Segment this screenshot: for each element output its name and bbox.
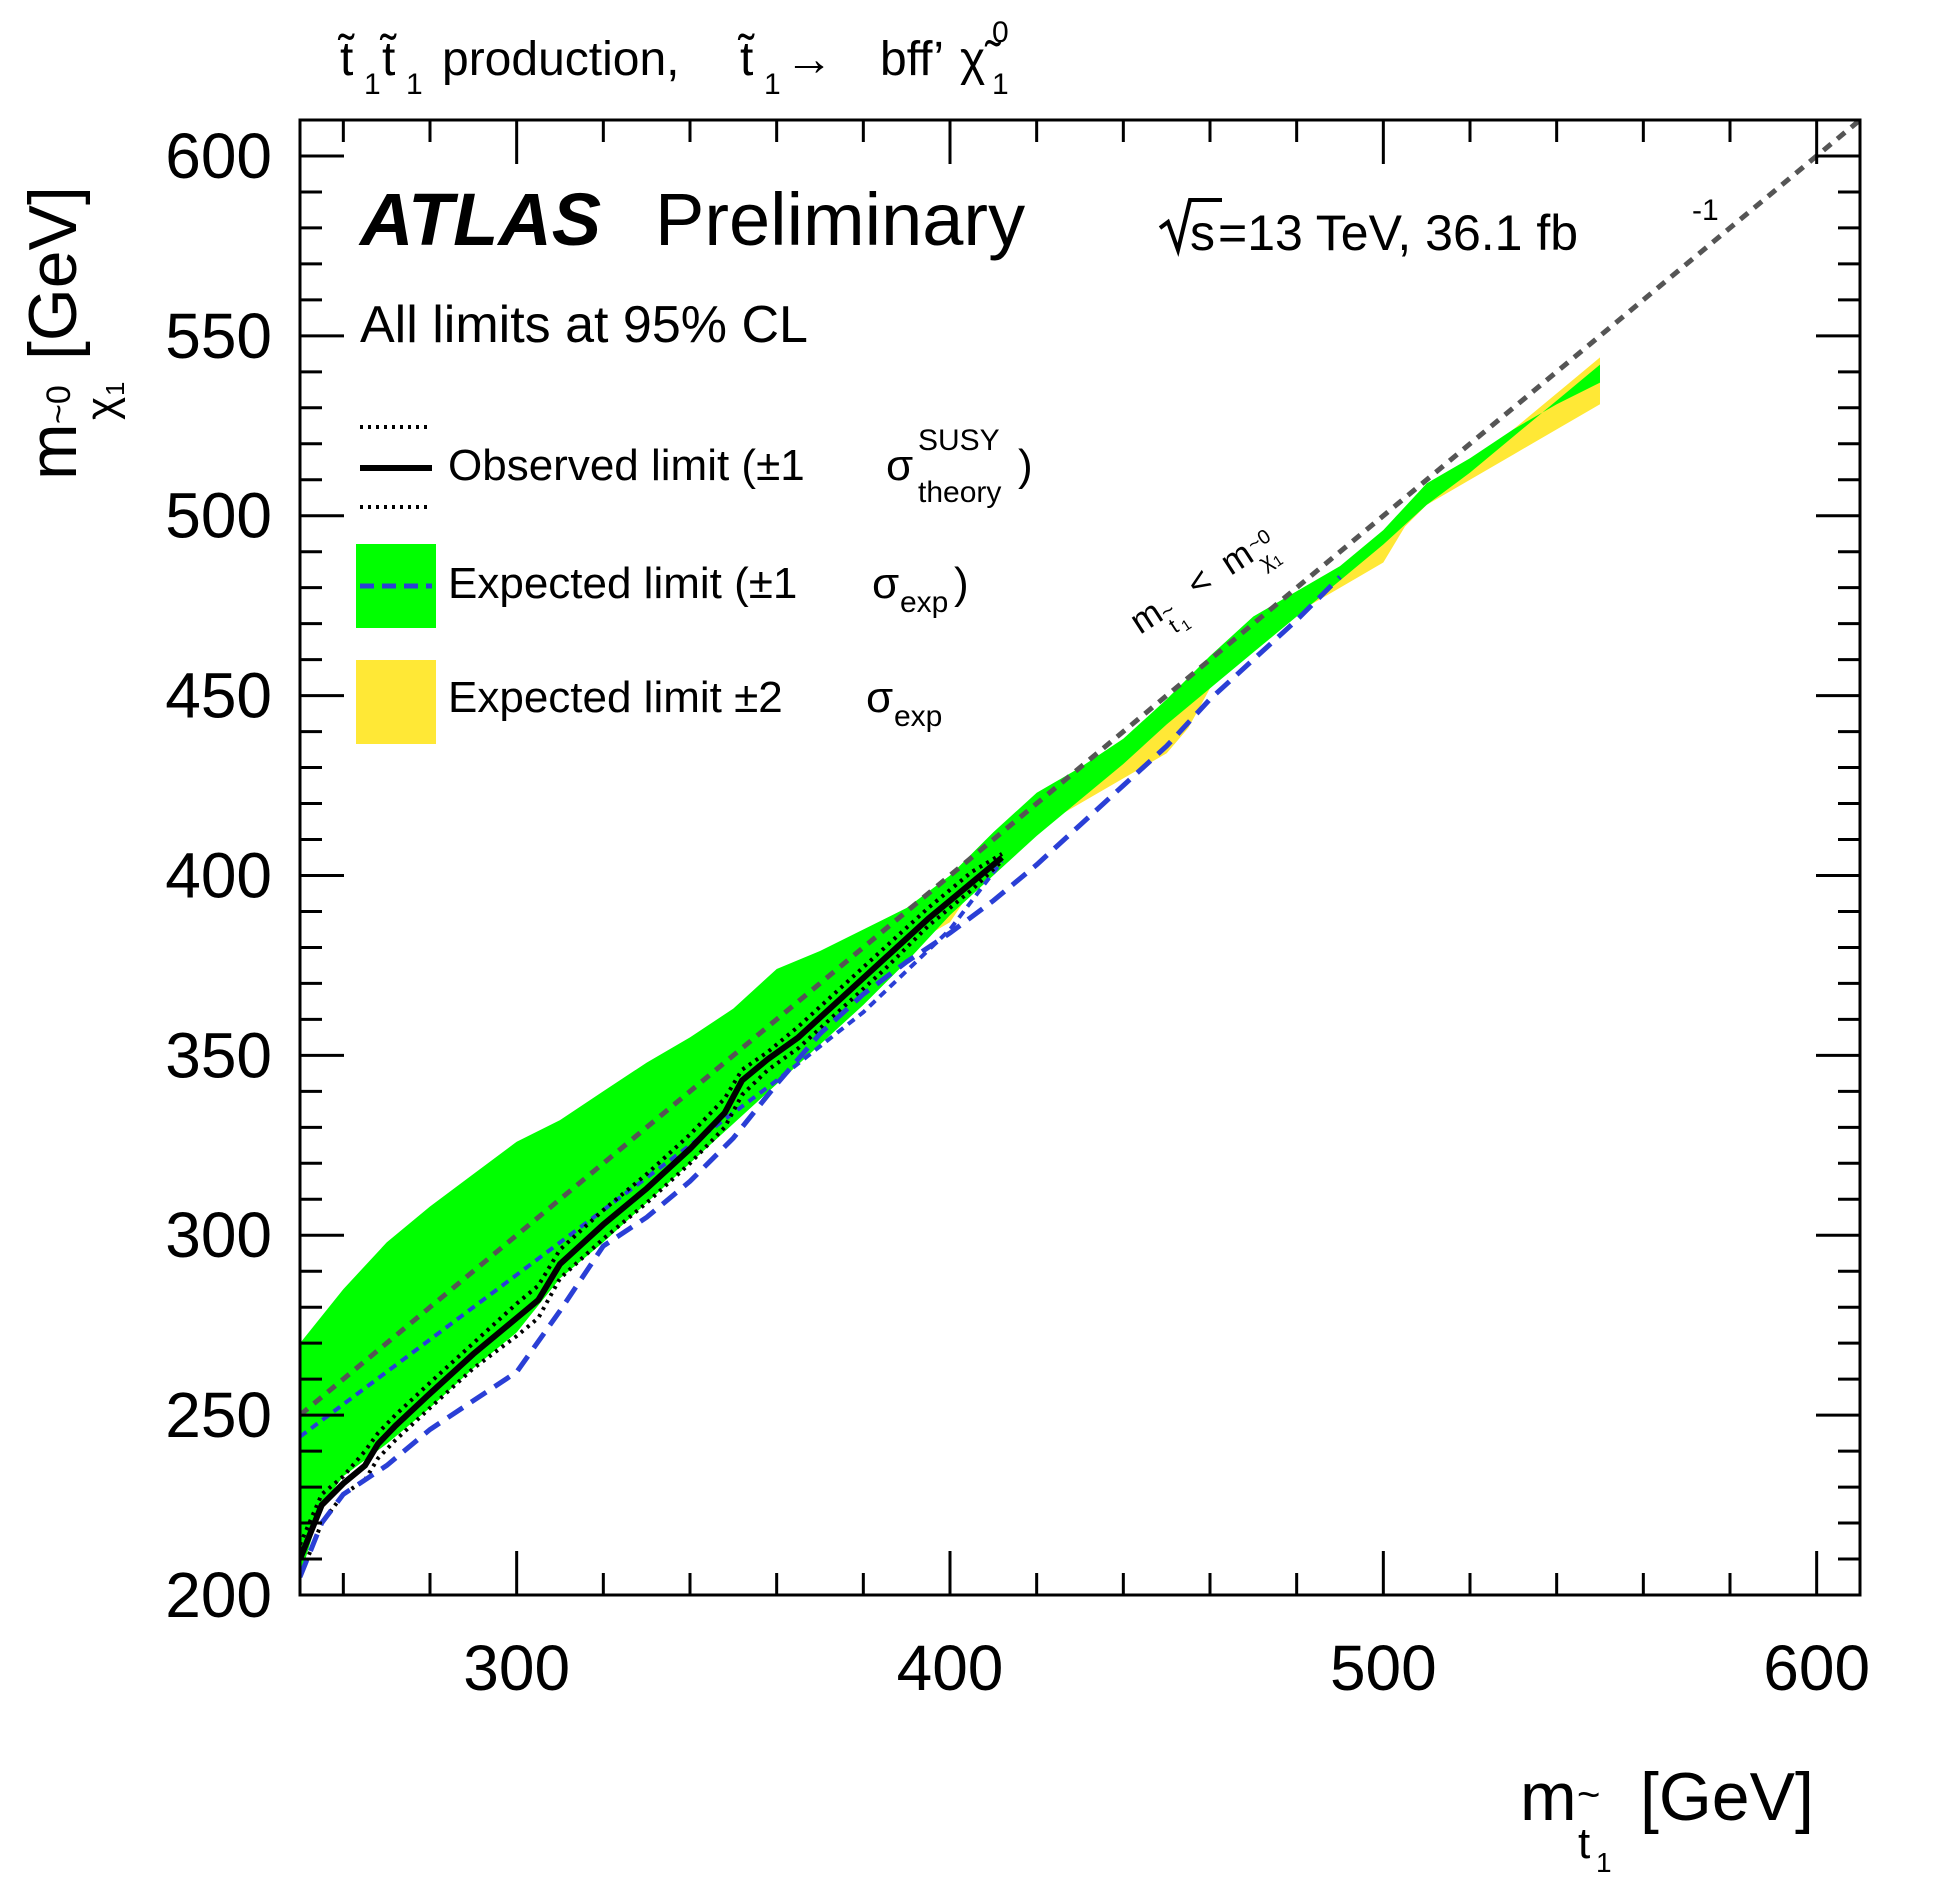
y-axis-title: m ~0 χ 1 [GeV]: [15, 186, 130, 480]
cl-label: All limits at 95% CL: [360, 296, 808, 354]
svg-text:m: m: [15, 423, 91, 480]
svg-text:-1: -1: [1692, 194, 1719, 227]
svg-text:=13 TeV, 36.1 fb: =13 TeV, 36.1 fb: [1218, 205, 1578, 261]
svg-text:t̃: t̃: [379, 33, 397, 86]
legend-observed-label: Observed limit (±1: [448, 441, 805, 490]
x-axis-unit: [GeV]: [1640, 1759, 1814, 1835]
svg-text:exp: exp: [894, 700, 942, 733]
y-tick-label: 550: [165, 300, 272, 372]
axis-ticks: [300, 120, 1860, 1595]
x-tick-label: 400: [897, 1632, 1004, 1704]
svg-text:σ: σ: [872, 559, 899, 608]
legend: Observed limit (±1 σ SUSY theory ) Expec…: [356, 424, 1033, 744]
x-axis-title: m ~ t 1 [GeV]: [1520, 1759, 1814, 1878]
y-tick-label: 200: [165, 1559, 272, 1631]
y-tick-labels: 200 250 300 350 400 450 500 550 600: [165, 120, 272, 1631]
x-tick-label: 500: [1330, 1632, 1437, 1704]
svg-text:SUSY: SUSY: [918, 424, 1000, 457]
expected-limit-line: [300, 575, 1342, 1578]
observed-limit-line: [300, 855, 1004, 1561]
energy-label: s =13 TeV, 36.1 fb -1: [1158, 194, 1719, 261]
svg-text:theory: theory: [918, 476, 1001, 509]
atlas-label: ATLAS: [358, 178, 601, 261]
x-tick-label: 600: [1763, 1632, 1870, 1704]
svg-text:~0: ~0: [40, 385, 78, 424]
observed-plus1sigma-line: [300, 852, 1004, 1546]
svg-text:1: 1: [406, 68, 423, 101]
y-tick-label: 400: [165, 839, 272, 911]
y-tick-label: 500: [165, 480, 272, 552]
y-tick-label: 600: [165, 120, 272, 192]
svg-text:exp: exp: [900, 586, 948, 619]
svg-text:1: 1: [1596, 1847, 1612, 1878]
chart-title: t̃ 1 t̃ 1 production, t̃ 1 → bff’ χ̃ 0 1: [337, 16, 1008, 101]
status-label: Preliminary: [655, 178, 1025, 261]
legend-expected: Expected limit (±1 σ exp ): [356, 544, 969, 628]
legend-expected-label: Expected limit (±1: [448, 559, 797, 608]
svg-text:σ: σ: [886, 441, 913, 490]
legend-observed: Observed limit (±1 σ SUSY theory ): [360, 424, 1033, 509]
title-process: production,: [442, 33, 680, 86]
svg-text:): ): [1018, 441, 1033, 490]
svg-text:σ: σ: [866, 673, 893, 722]
svg-text:1: 1: [100, 382, 130, 396]
svg-text:χ: χ: [77, 397, 126, 420]
svg-text:1: 1: [364, 68, 381, 101]
svg-text:t: t: [1578, 1819, 1590, 1868]
legend-expected2-label: Expected limit ±2: [448, 673, 783, 722]
expected-1sigma-band: [300, 364, 1600, 1578]
svg-text:t̃: t̃: [737, 33, 755, 86]
y-tick-label: 250: [165, 1379, 272, 1451]
kinematic-limit-line: [300, 120, 1860, 1418]
arrow-icon: →: [785, 33, 833, 86]
x-tick-labels: 300 400 500 600: [463, 1632, 1870, 1704]
svg-text:s: s: [1190, 205, 1215, 261]
y-tick-label: 350: [165, 1019, 272, 1091]
title-decay: bff’: [880, 33, 944, 86]
svg-text:0: 0: [992, 16, 1009, 49]
x-tick-label: 300: [463, 1632, 570, 1704]
expected-2sigma-band: [300, 357, 1600, 1527]
svg-text:): ): [954, 559, 969, 608]
svg-text:1: 1: [764, 68, 781, 101]
svg-text:t̃: t̃: [337, 33, 355, 86]
y-tick-label: 450: [165, 660, 272, 732]
legend-expected-2sigma: Expected limit ±2 σ exp: [356, 660, 942, 744]
plot-frame: [298, 118, 1862, 1597]
svg-text:~: ~: [1577, 1773, 1600, 1817]
svg-text:<: <: [1179, 559, 1219, 605]
svg-text:m: m: [1520, 1759, 1577, 1835]
observed-minus1sigma-line: [300, 859, 1004, 1578]
y-tick-label: 300: [165, 1199, 272, 1271]
y-axis-unit: [GeV]: [15, 186, 91, 360]
svg-text:1: 1: [992, 68, 1009, 101]
